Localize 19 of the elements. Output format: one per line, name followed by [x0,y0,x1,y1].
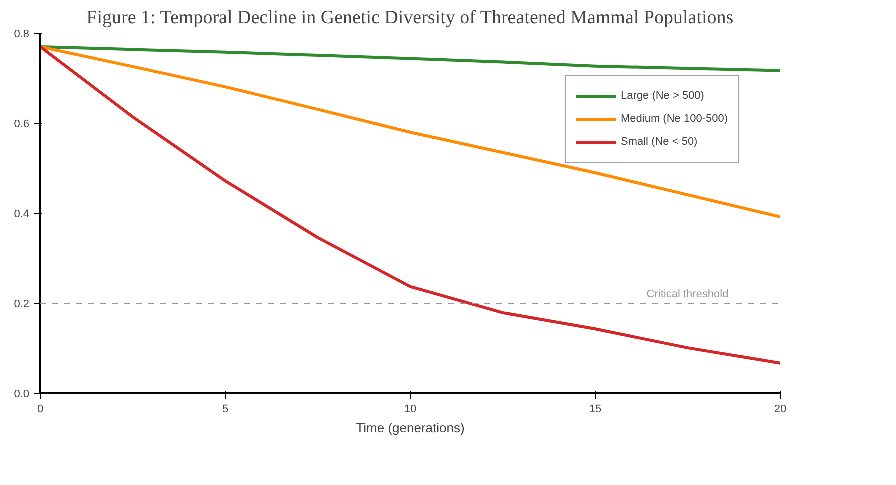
x-tick-label: 10 [404,404,417,416]
legend-label: Small (Ne < 50) [621,136,698,148]
x-axis-title: Time (generations) [356,420,465,436]
legend-label: Large (Ne > 500) [621,90,704,102]
y-tick-label: 0.8 [14,28,30,40]
ref-line-label: Critical threshold [646,288,729,300]
line-series [40,46,780,219]
x-tick-label: 20 [774,404,787,416]
line-series [40,46,780,365]
x-tick-label: 15 [589,404,602,416]
y-tick-label: 0.0 [14,388,30,400]
y-tick-label: 0.4 [14,208,30,220]
x-tick-label: 5 [222,404,229,416]
chart-title: Figure 1: Temporal Decline in Genetic Diversity of Threatened Mammal Populations [86,8,734,28]
legend-label: Medium (Ne 100-500) [621,113,728,125]
y-tick-label: 0.2 [14,298,30,310]
line-series [40,46,780,72]
x-tick-label: 0 [37,404,44,416]
y-tick-label: 0.6 [14,118,30,130]
